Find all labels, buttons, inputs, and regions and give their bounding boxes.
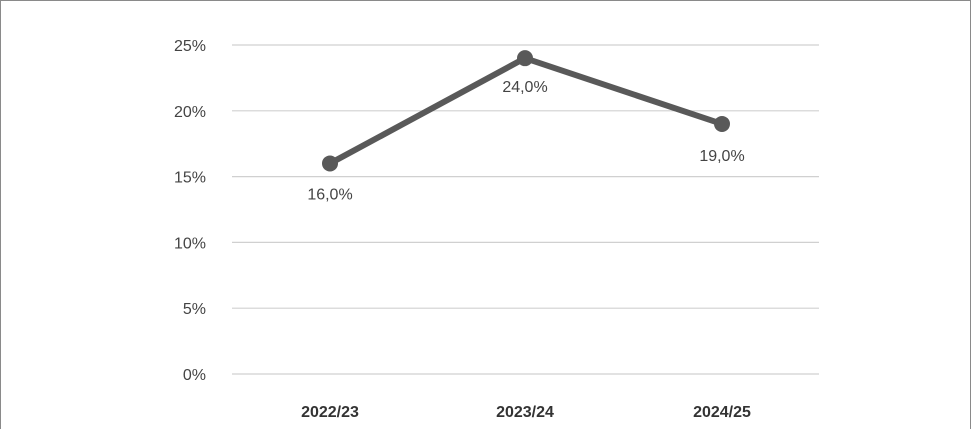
y-tick-label: 5% bbox=[183, 301, 206, 318]
data-label: 19,0% bbox=[699, 148, 744, 165]
data-point bbox=[714, 115, 730, 132]
data-labels: 16,0% 24,0% 19,0% bbox=[307, 79, 744, 203]
x-tick-label: 2023/24 bbox=[496, 404, 554, 421]
data-label: 24,0% bbox=[502, 79, 547, 96]
series bbox=[322, 50, 730, 172]
data-label: 16,0% bbox=[307, 186, 352, 203]
data-point bbox=[322, 155, 338, 172]
y-tick-label: 25% bbox=[174, 38, 206, 55]
y-tick-label: 20% bbox=[174, 104, 206, 121]
gridlines bbox=[232, 44, 819, 375]
x-tick-label: 2022/23 bbox=[301, 404, 359, 421]
x-tick-label: 2024/25 bbox=[693, 404, 751, 421]
y-tick-label: 0% bbox=[183, 367, 206, 384]
x-axis-ticks: 2022/23 2023/24 2024/25 bbox=[301, 404, 751, 421]
y-tick-label: 15% bbox=[174, 170, 206, 187]
y-axis-ticks: 0% 5% 10% 15% 20% 25% bbox=[174, 38, 206, 384]
y-tick-label: 10% bbox=[174, 235, 206, 252]
data-point bbox=[517, 50, 533, 67]
